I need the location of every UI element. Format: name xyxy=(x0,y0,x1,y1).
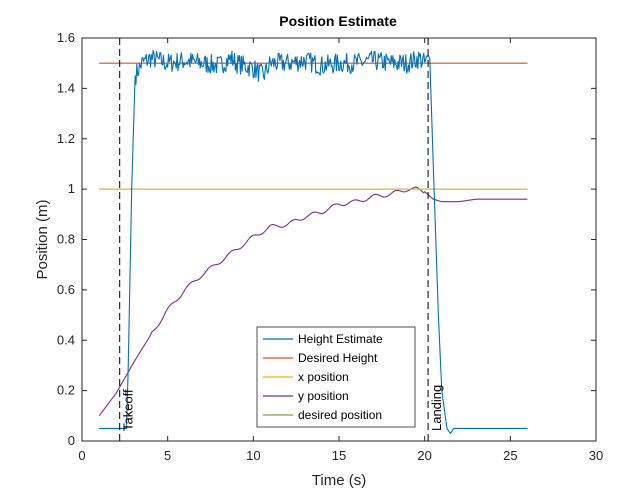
landing-label: Landing xyxy=(429,385,444,431)
y-tick-label: 1 xyxy=(68,181,75,196)
y-tick-label: 0.6 xyxy=(57,282,75,297)
y-tick-label: 0.2 xyxy=(57,383,75,398)
chart-title: Position Estimate xyxy=(279,13,397,29)
y-axis-label: Position (m) xyxy=(34,199,51,279)
y-tick-label: 1.6 xyxy=(57,30,75,45)
legend-label-y-position: y position xyxy=(298,389,349,403)
legend: Height Estimate Desired Height x position y… xyxy=(256,326,416,428)
x-tick-label: 5 xyxy=(164,448,171,463)
y-tick-label: 1.4 xyxy=(57,80,75,95)
x-tick-label: 20 xyxy=(417,448,431,463)
x-tick-label: 10 xyxy=(246,448,260,463)
series-layer xyxy=(98,49,528,434)
takeoff-label: Takeoff xyxy=(121,389,136,431)
legend-label-x-position: x position xyxy=(298,370,349,384)
x-tick-label: 25 xyxy=(503,448,517,463)
x-tick-label: 30 xyxy=(589,448,603,463)
legend-label-height-estimate: Height Estimate xyxy=(298,332,383,346)
y-tick-label: 1.2 xyxy=(57,131,75,146)
legend-label-desired-height: Desired Height xyxy=(298,351,378,365)
axis-ticks: 0 5 10 15 20 25 30 0 0.2 0.4 0.6 0.8 1 1.2 1.4 1.6 xyxy=(57,30,603,463)
series-line-y-position xyxy=(98,186,528,417)
y-tick-label: 0.8 xyxy=(57,232,75,247)
y-tick-label: 0.4 xyxy=(57,332,75,347)
series-line-height-estimate xyxy=(99,49,528,434)
x-tick-label: 0 xyxy=(78,448,85,463)
x-tick-label: 15 xyxy=(332,448,346,463)
x-axis-label: Time (s) xyxy=(312,472,366,489)
y-tick-label: 0 xyxy=(68,433,75,448)
annotation-layer: Takeoff Landing xyxy=(119,38,444,441)
legend-label-desired-position: desired position xyxy=(298,408,382,422)
